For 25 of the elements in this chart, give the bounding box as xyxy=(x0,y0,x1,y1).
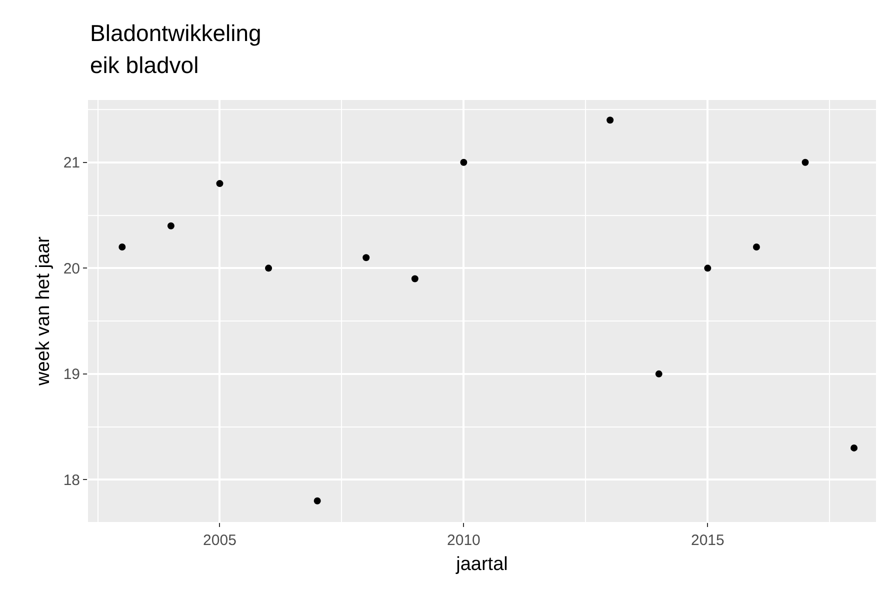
point xyxy=(802,158,809,166)
point xyxy=(411,275,418,282)
y-tick-label: 20 xyxy=(63,260,80,278)
point xyxy=(752,244,760,251)
point xyxy=(460,158,468,166)
x-axis-title: jaartal xyxy=(455,554,508,575)
chart-subtitle: eik bladvol xyxy=(90,52,199,78)
x-tick-label: 2015 xyxy=(690,532,724,549)
x-tick-label: 2005 xyxy=(203,532,236,549)
point xyxy=(362,254,370,262)
y-tick-label: 21 xyxy=(63,154,80,172)
point xyxy=(655,370,662,378)
point xyxy=(704,264,712,272)
point xyxy=(118,244,126,251)
y-tick-label: 18 xyxy=(63,472,80,489)
point xyxy=(606,116,614,124)
point xyxy=(314,497,321,504)
point xyxy=(167,222,174,230)
point xyxy=(265,264,272,272)
y-tick-label: 19 xyxy=(63,366,80,384)
point xyxy=(850,444,858,452)
y-axis-title: week van het jaar xyxy=(33,236,54,386)
chart-title: Bladontwikkeling xyxy=(90,20,262,46)
x-tick-label: 2010 xyxy=(447,532,480,549)
point xyxy=(216,180,224,188)
